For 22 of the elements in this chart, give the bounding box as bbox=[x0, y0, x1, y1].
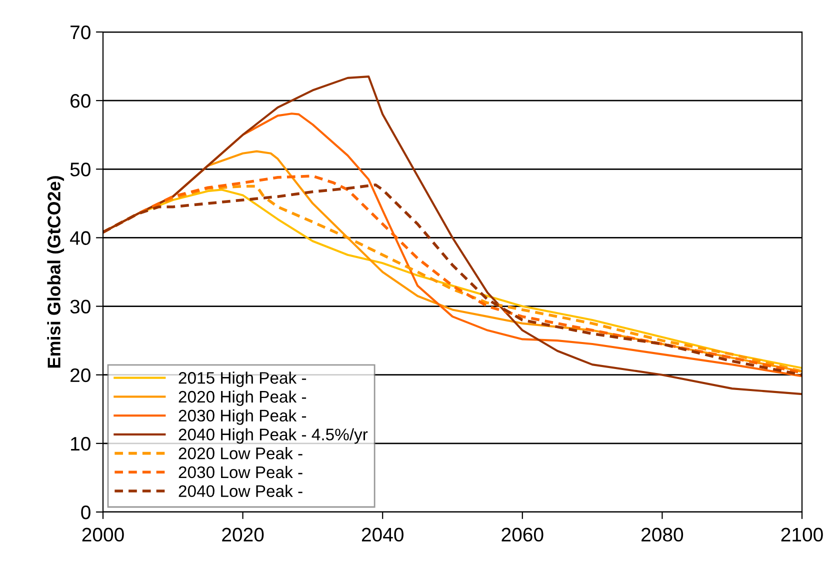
x-tick-label: 2060 bbox=[502, 528, 544, 542]
legend-label: 2020 High Peak - bbox=[178, 390, 306, 406]
y-tick-label: 20 bbox=[70, 368, 90, 382]
x-tick-label: 2100 bbox=[781, 528, 823, 542]
y-tick-label: 0 bbox=[81, 505, 90, 520]
y-tick-label: 70 bbox=[70, 25, 90, 40]
x-tick-label: 2080 bbox=[642, 528, 684, 542]
legend-label: 2015 High Peak - bbox=[178, 372, 306, 388]
legend-label: 2030 High Peak - bbox=[178, 409, 306, 425]
x-tick-label: 2000 bbox=[82, 528, 124, 542]
y-tick-label: 40 bbox=[70, 231, 90, 245]
y-tick-label: 10 bbox=[71, 436, 90, 451]
x-tick-label: 2040 bbox=[362, 528, 404, 542]
y-axis-title: Emisi Global (GtCO2e) bbox=[47, 176, 64, 368]
legend-label: 2040 High Peak - 4.5%/yr bbox=[178, 428, 368, 444]
legend-label: 2040 Low Peak - bbox=[178, 484, 302, 498]
y-tick-label: 50 bbox=[70, 162, 90, 176]
y-tick-label: 60 bbox=[70, 94, 90, 108]
y-tick-label: 30 bbox=[70, 300, 90, 314]
x-tick-label: 2020 bbox=[222, 528, 264, 542]
legend-label: 2020 Low Peak - bbox=[178, 447, 302, 460]
legend-label: 2030 Low Peak - bbox=[178, 466, 302, 478]
